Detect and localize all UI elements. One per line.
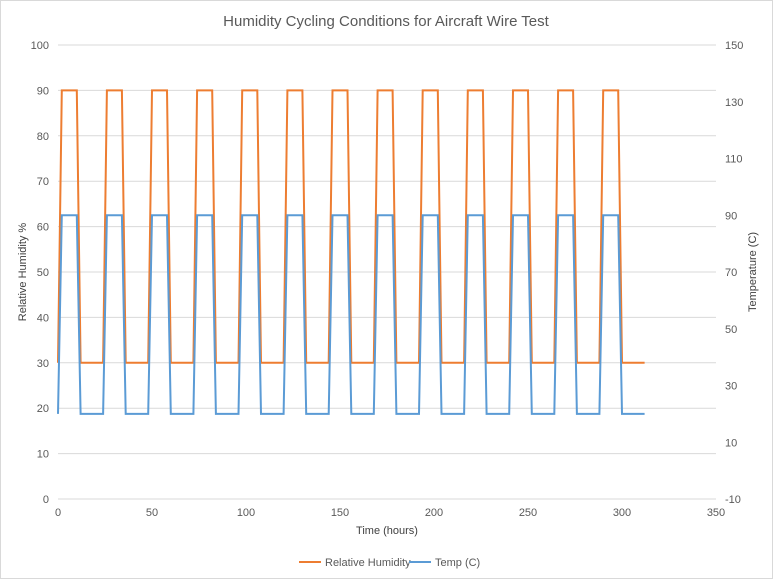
y2-tick-label: 150 [725,40,743,52]
legend-label-0: Relative Humidity [325,557,411,569]
y2-axis-title: Temperature (C) [747,232,759,312]
y-tick-label: 10 [37,449,49,461]
legend: Relative Humidity Temp (C) [299,557,480,569]
series-line-1 [57,214,645,415]
y-tick-label: 90 [37,85,49,97]
y2-tick-label: 70 [725,267,737,279]
y-tick-label: 0 [43,494,49,506]
legend-label-1: Temp (C) [435,557,480,569]
x-tick-label: 100 [237,507,255,519]
y2-tick-label: 50 [725,324,737,336]
y-tick-label: 40 [37,312,49,324]
x-tick-label: 300 [613,507,631,519]
y2-tick-label: 90 [725,210,737,222]
x-tick-label: 250 [519,507,537,519]
y-tick-label: 70 [37,176,49,188]
y2-tick-label: -10 [725,494,741,506]
x-tick-label: 200 [425,507,443,519]
chart-title: Humidity Cycling Conditions for Aircraft… [223,13,549,30]
grid-lines [58,44,716,455]
y-tick-label: 100 [31,40,49,52]
y-tick-label: 30 [37,358,49,370]
series-line-0 [57,89,645,364]
y2-tick-label: 110 [725,154,743,166]
y-axis-ticks: 0 10 20 30 40 50 60 70 80 90 100 [31,40,49,506]
x-tick-label: 350 [707,507,725,519]
y-tick-label: 80 [37,131,49,143]
y-axis-title: Relative Humidity % [17,223,29,322]
y2-tick-label: 130 [725,97,743,109]
x-axis-ticks: 0 50 100 150 200 250 300 350 [55,507,725,519]
y2-axis-ticks: -10 10 30 50 70 90 110 130 150 [725,40,743,506]
x-axis-title: Time (hours) [356,525,418,537]
y-tick-label: 20 [37,403,49,415]
y-tick-label: 50 [37,267,49,279]
y2-tick-label: 10 [725,437,737,449]
x-tick-label: 50 [146,507,158,519]
x-tick-label: 150 [331,507,349,519]
y2-tick-label: 30 [725,381,737,393]
series-lines [57,89,645,415]
y-tick-label: 60 [37,222,49,234]
x-tick-label: 0 [55,507,61,519]
